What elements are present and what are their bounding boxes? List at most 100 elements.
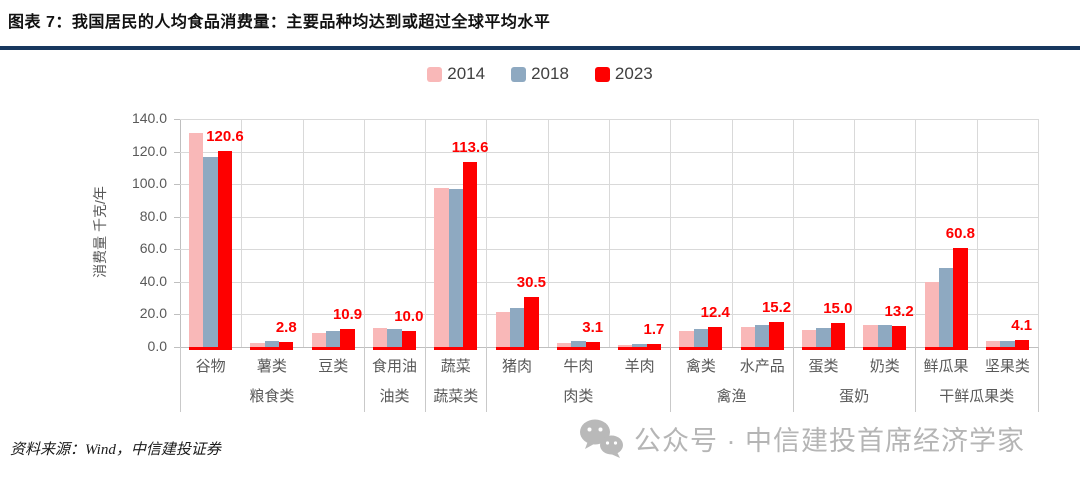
category-label-奶类: 奶类 — [869, 358, 900, 375]
bar-2023-蔬菜 — [462, 161, 478, 347]
data-label-谷物: 120.6 — [206, 127, 244, 145]
bar-2023-豆类 — [340, 329, 355, 347]
bar-base-strip — [740, 347, 784, 350]
horizontal-gridline — [180, 151, 1038, 153]
vertical-gridline — [302, 119, 304, 347]
x-axis-line — [180, 347, 1038, 348]
data-label-薯类: 2.8 — [275, 319, 297, 337]
bar-base-strip — [863, 347, 907, 350]
legend-item-2023: 2023 — [594, 64, 653, 84]
category-label-禽类: 禽类 — [685, 358, 716, 375]
data-label-牛肉: 3.1 — [582, 318, 604, 336]
bar-2018-薯类 — [264, 341, 280, 347]
group-label-干鲜瓜果类: 干鲜瓜果类 — [939, 388, 1015, 405]
bar-base-strip — [924, 347, 968, 350]
bar-2018-蛋类 — [816, 328, 831, 347]
vertical-gridline — [486, 119, 488, 347]
category-label-薯类: 薯类 — [256, 358, 287, 375]
group-label-油类: 油类 — [379, 388, 410, 405]
category-label-水产品: 水产品 — [739, 358, 785, 375]
bar-2023-坚果类 — [1014, 340, 1029, 347]
group-divider — [180, 347, 181, 412]
y-axis-line — [180, 119, 181, 352]
y-axis-title: 消费量 千克/年 — [92, 186, 108, 278]
data-label-食用油: 10.0 — [394, 307, 424, 325]
bar-2018-蔬菜 — [448, 189, 463, 347]
group-label-肉类: 肉类 — [563, 388, 594, 405]
bar-2014-水产品 — [740, 326, 756, 347]
vertical-gridline — [915, 119, 917, 347]
data-label-豆类: 10.9 — [332, 306, 363, 324]
category-label-羊肉: 羊肉 — [624, 358, 655, 375]
bar-2023-羊肉 — [646, 344, 662, 347]
bar-2023-水产品 — [769, 322, 784, 347]
legend-label: 2014 — [447, 64, 486, 83]
bar-base-strip — [434, 347, 478, 350]
bar-2023-奶类 — [891, 325, 907, 347]
bar-base-strip — [679, 347, 723, 350]
category-label-牛肉: 牛肉 — [563, 358, 594, 375]
bar-2018-牛肉 — [571, 341, 586, 347]
bar-2014-蔬菜 — [434, 188, 449, 347]
group-label-蔬菜类: 蔬菜类 — [433, 388, 479, 405]
y-axis-tick — [174, 281, 180, 283]
legend-swatch-2014 — [427, 66, 443, 82]
y-axis-tick — [174, 184, 180, 186]
data-label-蔬菜: 113.6 — [451, 138, 489, 156]
bar-base-strip — [985, 347, 1029, 350]
y-axis-tick — [174, 216, 180, 218]
category-label-谷物: 谷物 — [195, 358, 226, 375]
bar-base-strip — [373, 347, 416, 350]
y-axis-tick-label: 0.0 — [147, 338, 167, 354]
category-label-鲜瓜果: 鲜瓜果 — [923, 358, 969, 375]
vertical-gridline — [731, 119, 733, 347]
bar-2018-豆类 — [326, 330, 341, 347]
group-divider — [915, 347, 917, 412]
data-label-羊肉: 1.7 — [643, 321, 665, 339]
category-label-食用油: 食用油 — [371, 358, 417, 375]
bar-2014-奶类 — [863, 324, 878, 347]
bar-base-strip — [618, 347, 662, 350]
bar-2023-食用油 — [401, 330, 416, 347]
horizontal-gridline — [180, 249, 1038, 251]
vertical-gridline — [854, 119, 856, 347]
legend-swatch-2018 — [511, 66, 527, 82]
y-axis-tick — [174, 249, 180, 251]
y-axis-tick-label: 100.0 — [131, 175, 167, 192]
legend: 2014 2018 2023 — [0, 64, 1080, 84]
category-label-蔬菜: 蔬菜 — [440, 358, 471, 375]
bar-2023-谷物 — [217, 150, 233, 347]
horizontal-gridline — [180, 216, 1038, 218]
bar-base-strip — [311, 347, 355, 350]
bar-2018-食用油 — [387, 329, 402, 347]
wechat-icon — [580, 419, 623, 458]
data-label-禽类: 12.4 — [700, 303, 730, 321]
bar-2018-水产品 — [755, 324, 770, 347]
y-axis-tick-label: 80.0 — [139, 207, 167, 224]
vertical-gridline — [241, 119, 243, 347]
y-axis-tick-label: 120.0 — [131, 142, 167, 159]
group-divider — [486, 347, 488, 412]
horizontal-gridline — [180, 184, 1038, 186]
y-axis-tick — [174, 151, 180, 153]
y-axis-tick-label: 140.0 — [131, 110, 167, 126]
horizontal-gridline — [180, 119, 1038, 120]
legend-label: 2018 — [531, 64, 569, 83]
bar-2023-牛肉 — [585, 341, 600, 347]
bar-2014-坚果类 — [985, 341, 1001, 347]
y-axis-tick-label: 20.0 — [139, 305, 167, 322]
bar-2023-薯类 — [279, 342, 294, 347]
y-axis-tick-label: 60.0 — [139, 240, 167, 257]
y-axis-tick — [174, 314, 180, 316]
horizontal-gridline — [180, 281, 1038, 283]
bar-2014-蛋类 — [802, 330, 817, 347]
bar-2014-羊肉 — [618, 344, 633, 347]
bar-2014-禽类 — [679, 331, 694, 347]
bar-base-strip — [250, 347, 294, 350]
legend-swatch-2023 — [594, 66, 610, 82]
bar-base-strip — [556, 347, 600, 350]
bar-2018-羊肉 — [632, 344, 647, 347]
category-label-豆类: 豆类 — [318, 358, 349, 375]
figure-title: 图表 7：我国居民的人均食品消费量：主要品种均达到或超过全球平均水平 — [8, 14, 551, 31]
